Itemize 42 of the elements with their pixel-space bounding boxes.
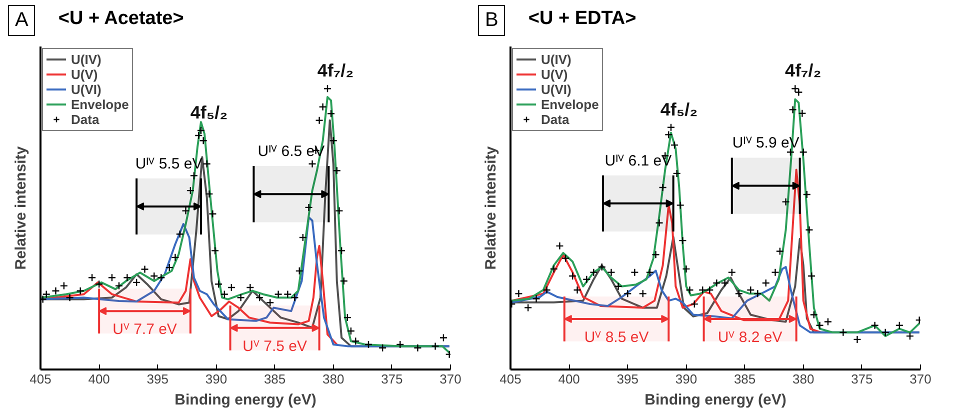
legend-label: Envelope [71, 96, 129, 112]
text: B [485, 8, 498, 33]
band-label: Uⱽ 8.2 eV [718, 328, 782, 346]
x-tick-label: 390 [675, 371, 698, 386]
band-label: Uⱽ 8.5 eV [584, 328, 649, 346]
x-tick-label: 380 [322, 371, 344, 386]
x-tick-label: 400 [558, 371, 580, 386]
legend-label: U(VI) [541, 82, 572, 97]
band-label: Uⱽ 7.7 eV [112, 320, 177, 338]
annotation: 4f₇/₂ [317, 60, 354, 80]
x-tick-label: 375 [381, 371, 403, 386]
chart-title: <U + Acetate> [58, 7, 184, 31]
legend-label: U(IV) [541, 52, 572, 67]
x-tick-label: 405 [500, 371, 522, 386]
legend-label: U(V) [71, 66, 98, 82]
x-axis-title: Binding energy (eV) [174, 391, 316, 408]
text: A [15, 8, 28, 33]
legend-label: U(VI) [71, 82, 102, 97]
legend-label: Data [71, 112, 100, 127]
annotation: 4f₇/₂ [785, 60, 822, 80]
x-tick-label: 380 [792, 371, 814, 386]
annotation: 4f₅/₂ [660, 98, 698, 119]
x-tick-label: 375 [851, 371, 873, 386]
x-tick-label: 405 [30, 371, 52, 386]
legend-label: Envelope [541, 96, 599, 112]
x-tick-label: 370 [440, 371, 462, 386]
x-tick-label: 400 [88, 371, 110, 386]
x-tick-label: 370 [910, 371, 932, 386]
x-tick-label: 385 [264, 371, 286, 386]
band-label: Uⱽ 7.5 eV [242, 337, 307, 354]
y-axis-title: Relative intensity [482, 145, 500, 270]
chart-title: <U + EDTA> [528, 7, 636, 31]
y-axis-title: Relative intensity [12, 145, 30, 270]
legend-label: Data [541, 112, 570, 127]
annotation: 4f₅/₂ [190, 102, 228, 122]
x-tick-label: 385 [734, 371, 756, 386]
x-axis-title: Binding energy (eV) [644, 391, 786, 408]
x-tick-label: 395 [616, 371, 638, 386]
x-tick-label: 390 [205, 371, 228, 386]
legend-label: U(V) [541, 66, 568, 82]
x-tick-label: 395 [146, 371, 168, 386]
legend-label: U(IV) [71, 52, 102, 67]
